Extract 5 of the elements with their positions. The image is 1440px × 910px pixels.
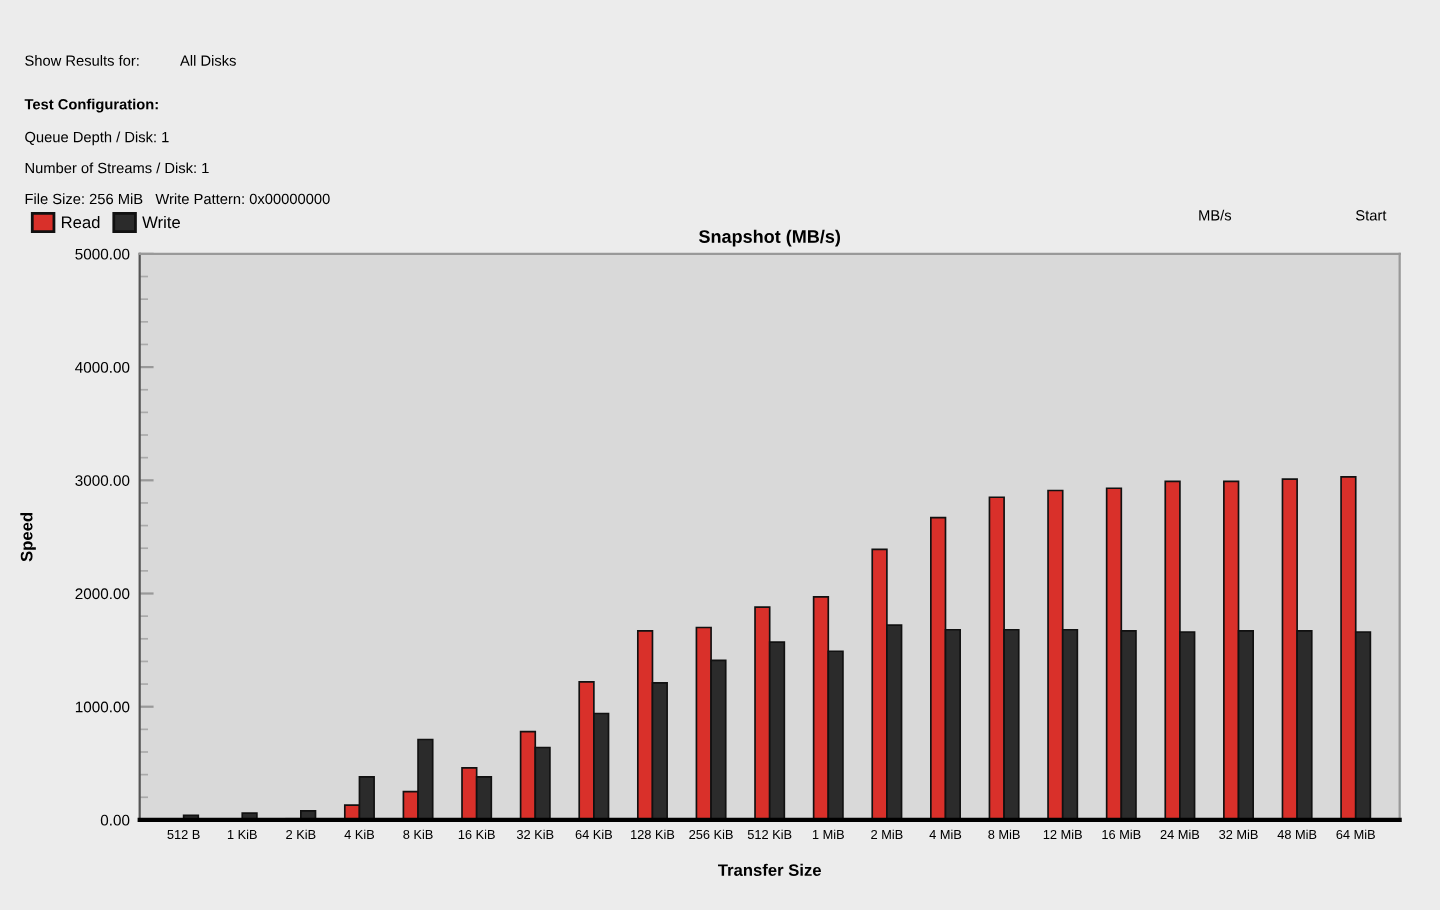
legend-label: Write xyxy=(142,215,180,229)
chart-title: Snapshot (MB/s) xyxy=(698,229,840,247)
y-axis-title: Speed xyxy=(20,512,36,562)
x-axis-title: Transfer Size xyxy=(717,863,821,877)
legend-label: Read xyxy=(61,215,100,229)
